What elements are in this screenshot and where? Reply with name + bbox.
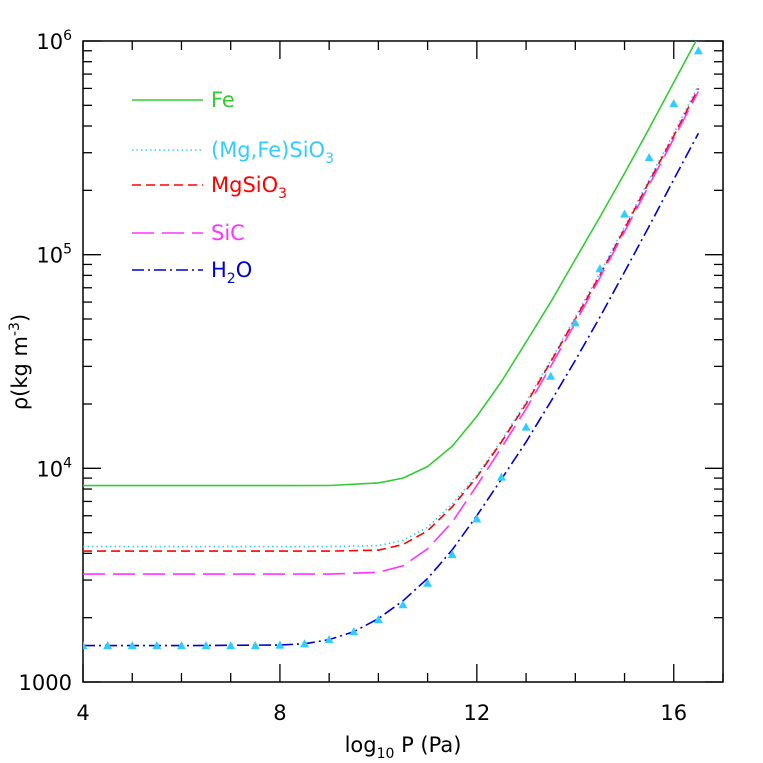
x-axis-title-log: log bbox=[345, 733, 377, 757]
data-marker bbox=[127, 641, 137, 650]
x-axis-title-rest: P (Pa) bbox=[394, 733, 461, 757]
data-marker bbox=[423, 578, 433, 587]
y-tick-label: 105 bbox=[36, 242, 72, 268]
legend-label-0: Fe bbox=[211, 88, 235, 112]
marker-layer bbox=[83, 46, 703, 650]
data-marker bbox=[176, 641, 186, 650]
y-tick-label: 104 bbox=[36, 455, 72, 481]
x-tick-label: 16 bbox=[660, 701, 687, 725]
y-axis-title-sup: -3 bbox=[7, 322, 23, 336]
data-marker bbox=[595, 264, 605, 273]
data-marker bbox=[644, 152, 654, 162]
x-tick-label: 4 bbox=[76, 701, 89, 725]
tick-labels: 4 8 12 16 1000 104 105 106 bbox=[19, 28, 688, 725]
data-marker bbox=[496, 472, 506, 481]
series-line-2 bbox=[83, 88, 700, 552]
data-marker bbox=[300, 639, 310, 648]
series-line-4 bbox=[83, 132, 700, 647]
legend-label-4: H2O bbox=[211, 258, 252, 287]
y-axis-title-pre: ρ(kg m bbox=[8, 336, 32, 410]
data-marker bbox=[83, 641, 88, 650]
data-marker bbox=[570, 318, 580, 327]
series-line-1 bbox=[83, 85, 700, 548]
series-line-0 bbox=[83, 41, 697, 487]
data-marker bbox=[103, 641, 113, 650]
data-marker bbox=[373, 615, 383, 624]
data-marker bbox=[324, 635, 334, 644]
data-marker bbox=[669, 98, 679, 108]
plot-frame bbox=[82, 40, 724, 683]
legend: Fe (Mg,Fe)SiO3 MgSiO3 SiC H2O bbox=[132, 88, 334, 287]
data-marker bbox=[349, 627, 359, 636]
y-axis-title: ρ(kg m-3) bbox=[7, 314, 32, 410]
y-tick-label: 1000 bbox=[19, 671, 72, 695]
data-marker bbox=[620, 209, 630, 218]
data-marker bbox=[521, 422, 531, 431]
x-tick-label: 12 bbox=[463, 701, 490, 725]
data-marker bbox=[447, 550, 457, 559]
data-marker bbox=[152, 641, 162, 650]
legend-label-2: MgSiO3 bbox=[211, 173, 287, 202]
y-axis-title-post: ) bbox=[8, 314, 32, 322]
series-line-3 bbox=[83, 91, 700, 575]
data-marker bbox=[472, 514, 482, 523]
data-marker bbox=[693, 46, 703, 55]
x-axis-title: log10 P (Pa) bbox=[345, 733, 462, 762]
x-axis-title-sub: 10 bbox=[377, 746, 395, 762]
data-marker bbox=[250, 641, 260, 650]
x-tick-label: 8 bbox=[273, 701, 286, 725]
data-marker bbox=[226, 641, 236, 650]
data-marker bbox=[201, 641, 211, 650]
axis-ticks bbox=[82, 40, 724, 683]
data-marker bbox=[398, 600, 408, 609]
data-marker bbox=[275, 640, 285, 649]
data-marker bbox=[546, 371, 556, 380]
series-layer bbox=[83, 41, 700, 647]
y-tick-label: 106 bbox=[36, 28, 72, 54]
legend-label-1: (Mg,Fe)SiO3 bbox=[211, 138, 334, 167]
legend-label-3: SiC bbox=[211, 221, 245, 245]
